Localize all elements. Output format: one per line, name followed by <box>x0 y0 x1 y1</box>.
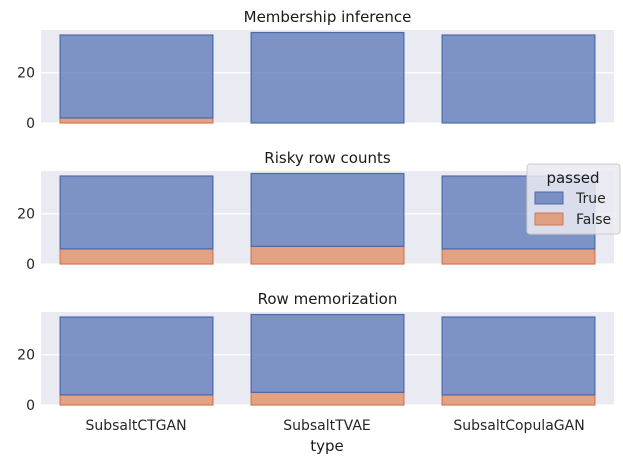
bar-true-1 <box>250 172 405 248</box>
x-tick-label-2: SubsaltCopulaGAN <box>453 418 584 434</box>
y-tick-label: 20 <box>17 348 35 364</box>
legend-label-false: False <box>576 212 611 228</box>
bar-false-1 <box>250 245 405 265</box>
x-tick-label-1: SubsaltTVAE <box>283 418 371 434</box>
panel-title: Membership inference <box>244 8 412 26</box>
bar-false-0 <box>59 117 214 124</box>
x-axis-label: type <box>310 437 344 455</box>
bar-false-2 <box>441 248 596 265</box>
panels-group: 0 20 Membership inference 0 20 Risky row coun… <box>17 8 614 414</box>
bar-true-0 <box>59 316 214 396</box>
bar-true-0 <box>59 34 214 119</box>
panel-title: Row memorization <box>258 290 398 308</box>
bar-false-0 <box>59 248 214 265</box>
y-tick-label: 0 <box>26 398 35 414</box>
panel-2: 0 20 Row memorization <box>17 290 614 414</box>
y-tick-label: 20 <box>17 207 35 223</box>
legend-swatch-true <box>534 191 564 205</box>
bar-true-2 <box>441 316 596 396</box>
bar-false-0 <box>59 394 214 406</box>
panel-0: 0 20 Membership inference <box>17 8 614 132</box>
y-tick-label: 20 <box>17 66 35 82</box>
panel-1: 0 20 Risky row counts <box>17 149 614 273</box>
legend-label-true: True <box>575 191 606 207</box>
bar-true-0 <box>59 175 214 250</box>
bar-true-1 <box>250 313 405 394</box>
bar-false-2 <box>441 394 596 406</box>
bar-true-1 <box>250 31 405 124</box>
x-tick-label-0: SubsaltCTGAN <box>85 418 186 434</box>
legend-title: passed <box>546 169 599 187</box>
legend: passed True False <box>526 163 621 235</box>
legend-swatch-false <box>534 212 564 226</box>
panel-title: Risky row counts <box>264 149 391 167</box>
y-tick-label: 0 <box>26 257 35 273</box>
y-tick-label: 0 <box>26 116 35 132</box>
bar-true-2 <box>441 34 596 124</box>
bar-false-1 <box>250 391 405 406</box>
x-axis: SubsaltCTGAN SubsaltTVAE SubsaltCopulaGA… <box>85 418 584 455</box>
